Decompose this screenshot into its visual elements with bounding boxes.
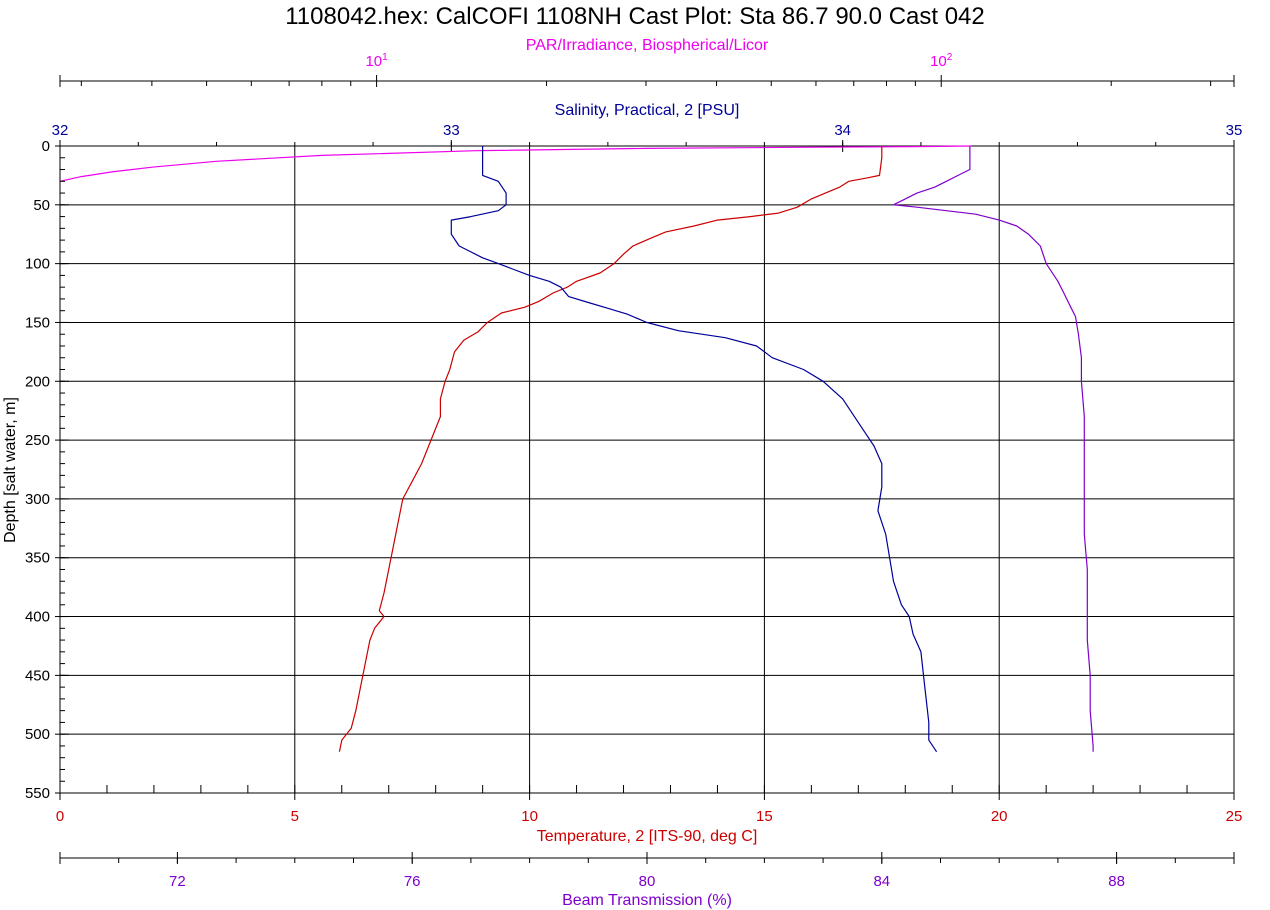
temperature-profile-line bbox=[338, 146, 883, 752]
temperature-axis: 0 5 10 15 20 25 bbox=[56, 785, 1243, 825]
transmission-tick-label: 84 bbox=[873, 873, 890, 890]
transmission-axis-title: Beam Transmission (%) bbox=[562, 892, 732, 909]
par-axis: 101 102 bbox=[59, 52, 1235, 87]
transmission-tick-label: 80 bbox=[639, 873, 656, 890]
par-tick-label: 102 bbox=[930, 52, 953, 70]
temperature-tick-label: 5 bbox=[291, 808, 299, 825]
par-tick-exponent: 1 bbox=[382, 52, 388, 63]
transmission-tick-label: 88 bbox=[1108, 873, 1125, 890]
chart-title: 1108042.hex: CalCOFI 1108NH Cast Plot: S… bbox=[285, 3, 985, 30]
salinity-tick-label: 35 bbox=[1226, 122, 1243, 139]
depth-tick-label: 400 bbox=[25, 609, 50, 626]
depth-tick-label: 100 bbox=[25, 256, 50, 273]
par-tick-exponent: 2 bbox=[947, 52, 953, 63]
plot-frame bbox=[59, 145, 1235, 794]
salinity-axis-title: Salinity, Practical, 2 [PSU] bbox=[555, 102, 740, 119]
depth-tick-label: 500 bbox=[25, 726, 50, 743]
temperature-axis-title: Temperature, 2 [ITS-90, deg C] bbox=[537, 828, 758, 845]
transmission-tick-label: 72 bbox=[169, 873, 186, 890]
par-axis-title: PAR/Irradiance, Biospherical/Licor bbox=[526, 37, 769, 54]
depth-tick-label: 300 bbox=[25, 491, 50, 508]
transmission-tick-label: 76 bbox=[404, 873, 421, 890]
temperature-tick-label: 15 bbox=[756, 808, 773, 825]
salinity-profile-line bbox=[450, 146, 938, 753]
par-profile-line bbox=[59, 145, 972, 182]
temperature-tick-label: 25 bbox=[1226, 808, 1243, 825]
depth-axis-title: Depth [salt water, m] bbox=[2, 397, 19, 543]
depth-tick-label: 350 bbox=[25, 550, 50, 567]
salinity-axis: 32 33 34 35 bbox=[52, 122, 1243, 152]
temperature-tick-label: 20 bbox=[991, 808, 1008, 825]
temperature-tick-label: 10 bbox=[521, 808, 538, 825]
salinity-tick-label: 33 bbox=[443, 122, 460, 139]
depth-tick-label: 250 bbox=[25, 432, 50, 449]
depth-tick-label: 150 bbox=[25, 314, 50, 331]
transmission-axis: 72 76 80 84 88 bbox=[59, 852, 1235, 890]
depth-tick-label: 450 bbox=[25, 667, 50, 684]
transmission-profile-line bbox=[892, 146, 1094, 752]
grid bbox=[59, 145, 1235, 794]
depth-tick-label: 200 bbox=[25, 373, 50, 390]
salinity-tick-label: 34 bbox=[834, 122, 851, 139]
depth-axis: 0 50 100 150 200 250 300 350 400 450 500 550 bbox=[25, 138, 69, 802]
par-tick-base: 10 bbox=[930, 53, 947, 70]
series-group bbox=[59, 145, 1094, 753]
depth-tick-label: 0 bbox=[42, 138, 50, 155]
temperature-tick-label: 0 bbox=[56, 808, 64, 825]
salinity-tick-label: 32 bbox=[52, 122, 69, 139]
depth-tick-label: 550 bbox=[25, 785, 50, 802]
par-tick-base: 10 bbox=[365, 53, 382, 70]
depth-tick-label: 50 bbox=[33, 197, 50, 214]
par-tick-label: 101 bbox=[365, 52, 388, 70]
